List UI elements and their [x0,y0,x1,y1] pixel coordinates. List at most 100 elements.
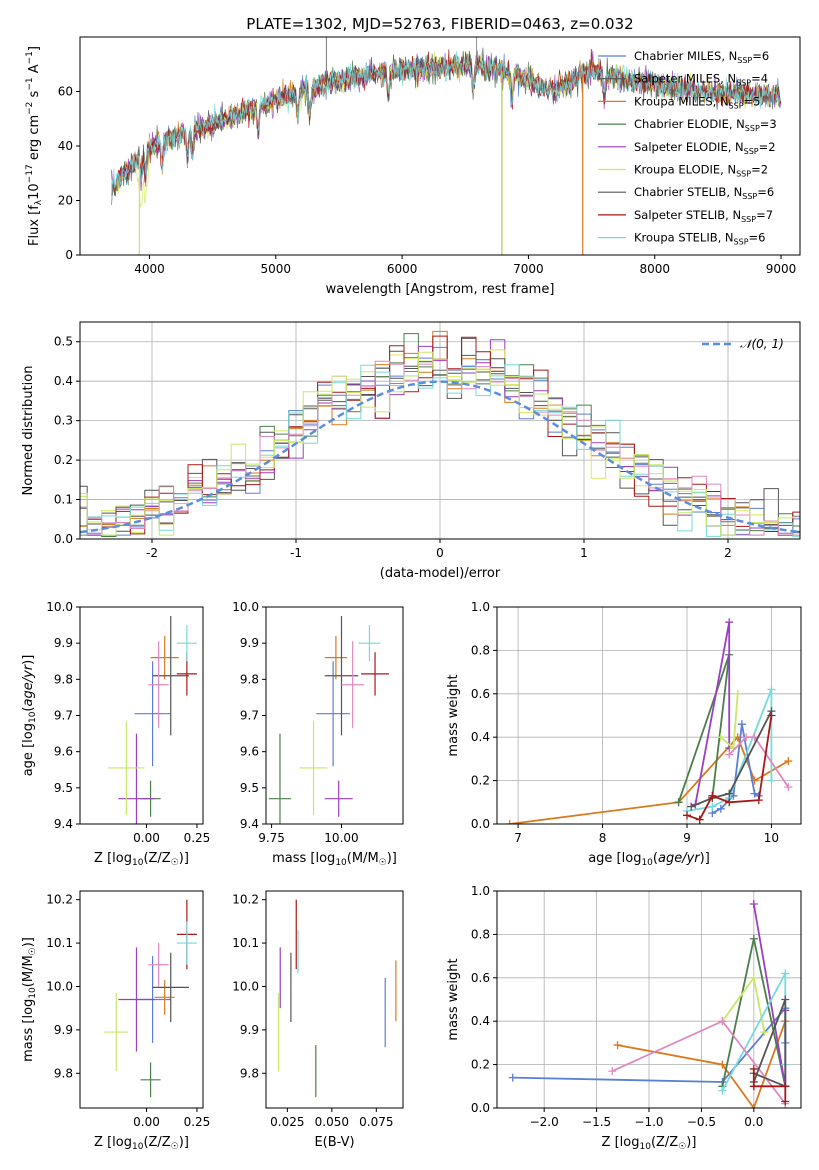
weight-marker [750,789,759,798]
grid-age_weight [497,606,801,825]
weight-marker [683,811,691,820]
xtick-label: 9 [683,831,691,845]
gaussian-curve [80,380,800,534]
xtick-label: 0 [436,546,444,560]
xlabel: Z [log10(Z/Z☉)] [602,1135,697,1152]
ytick-label: 0 [65,248,73,262]
plot-Z_weight: −2.0 −1.5 −1.0 −0.5 0.0 0.0 0.2 0.4 0.6 0.8 1.0 Z [… [446,884,802,1152]
weight-line [686,715,773,821]
weight-marker [733,689,742,698]
legend-label: Salpeter MILES, NSSP=4 [634,72,768,88]
xtick-label: −0.5 [687,1115,716,1129]
histogram-step [80,351,800,536]
weight-marker [716,733,725,742]
weight-marker [708,791,717,800]
weight-marker [742,733,751,742]
weight-marker [749,1104,758,1108]
ytick-label: 0.1 [54,493,73,507]
weight-marker [608,1067,617,1076]
ytick-label: 9.9 [54,1023,73,1037]
ytick-label: 0.0 [471,817,490,831]
xtick-label: 10.00 [324,831,358,845]
weight-marker [718,1060,727,1069]
weight-marker [725,789,734,798]
frame-mass_age [265,606,404,825]
xtick-label: 10 [764,831,779,845]
ytick-label: 0.5 [54,335,73,349]
axes-Z_weight: −2.0 −1.5 −1.0 −0.5 0.0 0.0 0.2 0.4 0.6 0.8 1.0 Z [… [446,884,802,1152]
xtick-label: 0.0 [744,1115,763,1129]
axes-spectrum: 4000 5000 6000 7000 8000 9000 0 20 40 60 Chabrier … [25,36,801,297]
ytick-label: 20 [58,194,73,208]
xtick-label: −2.0 [530,1115,559,1129]
xlabel: E(B-V) [314,1135,354,1150]
weight-line [690,710,773,808]
frame-Z_mass [79,890,204,1109]
ytick-label: 9.9 [240,1023,259,1037]
ytick-label: 0.2 [471,1058,490,1072]
ytick-label: 10.0 [46,600,73,614]
ytick-label: 9.5 [240,781,259,795]
ytick-label: 9.9 [54,636,73,650]
ytick-label: 10.2 [46,893,73,907]
legend-label: 𝒩(0, 1) [740,337,784,351]
xlabel: age [log10(age/yr)] [588,851,710,868]
xlabel: wavelength [Angstrom, rest frame] [326,282,555,297]
spectrum-line [111,51,782,204]
xtick-label: 1 [580,546,588,560]
weight-marker [760,1028,769,1037]
xlabel: mass [log10(M/M☉)] [272,851,397,868]
xtick-label: −1.5 [582,1115,611,1129]
weight-marker [505,820,514,824]
ytick-label: 9.8 [54,1066,73,1080]
ytick-label: 0.2 [471,774,490,788]
ytick-label: 10.2 [232,893,259,907]
weight-marker [767,685,776,694]
weight-marker [754,796,763,805]
xtick-label: 9.75 [258,831,285,845]
legend-label: Chabrier STELIB, NSSP=6 [634,185,774,201]
xtick-label: 0.25 [184,831,211,845]
plot-age_weight: 7 8 9 10 0.0 0.2 0.4 0.6 0.8 1.0 age [log10(age/yr… [446,600,802,868]
ytick-label: 0.0 [54,532,73,546]
data-Z_weight [508,900,790,1108]
weight-marker [613,1041,622,1050]
legend-label: Kroupa STELIB, NSSP=6 [634,231,765,247]
ytick-label: 10.1 [46,936,73,950]
weight-marker [718,1017,727,1026]
ytick-label: 0.2 [54,453,73,467]
spectrum-line [111,48,782,204]
legend-label: Salpeter STELIB, NSSP=7 [634,208,773,224]
xtick-label: 0.25 [184,1115,211,1129]
weight-marker [508,1073,517,1082]
weight-marker [749,900,758,909]
plot-Z_mass: 0.00 0.25 9.8 9.9 10.0 10.1 10.2 Z [log10(Z/Z☉)… [21,890,211,1152]
xtick-label: −1.0 [634,1115,663,1129]
frame-ebv_mass [265,890,404,1109]
ytick-label: 0.6 [471,971,490,985]
weight-marker [708,802,717,811]
ytick-label: 9.9 [240,636,259,650]
legend-label: Chabrier MILES, NSSP=6 [634,49,769,65]
weight-marker [781,1082,790,1091]
histogram-step [80,335,800,536]
axes-mass_age: 9.75 10.00 9.4 9.5 9.6 9.7 9.8 9.9 10.0 mass [log… [232,600,404,868]
ytick-label: 10.0 [46,979,73,993]
weight-marker [781,1097,790,1106]
xtick-label: 8000 [639,262,670,276]
ytick-label: 1.0 [471,884,490,898]
ylabel: Normed distribution [21,366,36,496]
xtick-label: 2 [724,546,732,560]
weight-marker [784,783,793,792]
weight-line [752,999,787,1088]
xtick-label: 6000 [387,262,418,276]
weight-marker [718,1086,727,1095]
ytick-label: 0.4 [54,374,73,388]
ytick-label: 9.8 [240,1066,259,1080]
axes-ebv_mass: 0.025 0.050 0.075 9.8 9.9 10.0 10.1 10.2 E(B-V) [232,890,404,1150]
weight-marker [749,1064,758,1073]
weight-marker [674,798,683,807]
data-age_weight [505,618,793,824]
ylabel: age [log10(age/yr)] [21,655,38,777]
plot-Z_age: 0.00 0.25 9.4 9.5 9.6 9.7 9.8 9.9 10.0 Z [log10(Z… [21,600,210,868]
